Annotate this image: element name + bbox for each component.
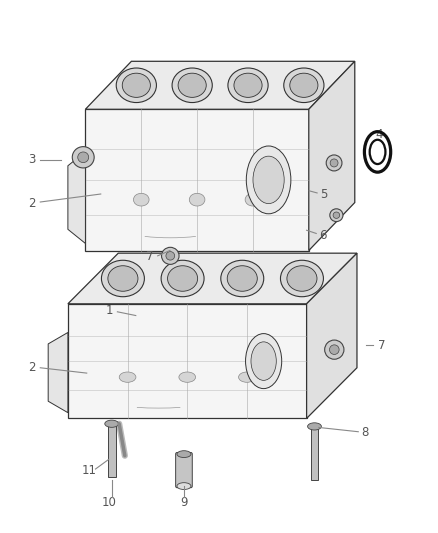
Ellipse shape: [189, 193, 205, 206]
Polygon shape: [48, 333, 68, 413]
Ellipse shape: [177, 483, 191, 489]
Ellipse shape: [227, 266, 257, 291]
Text: 9: 9: [180, 496, 188, 508]
Text: 2: 2: [28, 197, 36, 209]
Ellipse shape: [239, 372, 255, 382]
Polygon shape: [85, 61, 355, 109]
Ellipse shape: [329, 345, 339, 354]
Ellipse shape: [246, 146, 291, 214]
Ellipse shape: [134, 193, 149, 206]
Ellipse shape: [78, 152, 88, 163]
Polygon shape: [85, 109, 309, 251]
Ellipse shape: [245, 193, 261, 206]
Polygon shape: [68, 304, 307, 418]
Text: 2: 2: [28, 361, 36, 374]
Ellipse shape: [119, 372, 136, 382]
Text: 1: 1: [106, 304, 113, 317]
Ellipse shape: [251, 342, 276, 381]
FancyBboxPatch shape: [108, 424, 116, 477]
Ellipse shape: [122, 73, 150, 98]
Ellipse shape: [284, 68, 324, 102]
Ellipse shape: [162, 247, 179, 264]
Polygon shape: [68, 253, 357, 304]
Ellipse shape: [326, 155, 342, 171]
Text: 4: 4: [375, 128, 383, 141]
Ellipse shape: [325, 340, 344, 359]
Ellipse shape: [102, 260, 145, 297]
Ellipse shape: [72, 147, 94, 168]
Ellipse shape: [228, 68, 268, 102]
Ellipse shape: [161, 260, 204, 297]
Ellipse shape: [166, 252, 175, 260]
Polygon shape: [307, 253, 357, 418]
Text: 7: 7: [378, 339, 385, 352]
Ellipse shape: [221, 260, 264, 297]
Text: 7: 7: [146, 251, 153, 263]
Ellipse shape: [179, 372, 196, 382]
Ellipse shape: [178, 73, 206, 98]
Ellipse shape: [177, 451, 191, 457]
Ellipse shape: [234, 73, 262, 98]
Polygon shape: [309, 61, 355, 251]
Ellipse shape: [333, 212, 340, 219]
FancyBboxPatch shape: [311, 426, 318, 480]
Ellipse shape: [330, 159, 338, 167]
Ellipse shape: [168, 266, 198, 291]
Ellipse shape: [287, 266, 317, 291]
FancyBboxPatch shape: [176, 453, 192, 488]
Ellipse shape: [253, 156, 284, 204]
Ellipse shape: [330, 209, 343, 222]
Text: 11: 11: [82, 464, 97, 477]
Polygon shape: [68, 151, 85, 244]
Ellipse shape: [105, 420, 119, 427]
Ellipse shape: [108, 266, 138, 291]
Ellipse shape: [172, 68, 212, 102]
Ellipse shape: [290, 73, 318, 98]
Text: 10: 10: [102, 496, 117, 508]
Ellipse shape: [280, 260, 323, 297]
Text: 3: 3: [28, 154, 36, 166]
Text: 6: 6: [319, 229, 326, 242]
Ellipse shape: [116, 68, 156, 102]
Ellipse shape: [246, 334, 282, 389]
Text: 5: 5: [320, 188, 327, 200]
Text: 8: 8: [361, 426, 368, 439]
Ellipse shape: [307, 423, 321, 430]
